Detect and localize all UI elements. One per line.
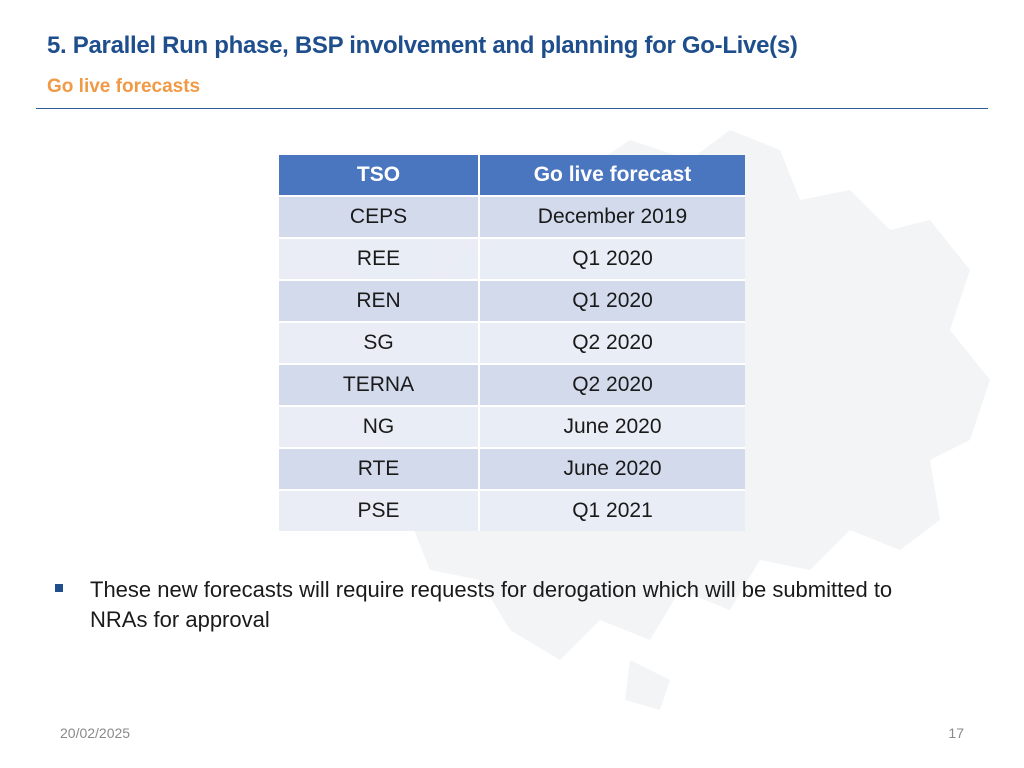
table-row: TERNA Q2 2020 [279, 363, 745, 406]
forecast-cell: Q1 2020 [479, 279, 745, 322]
page-number: 17 [948, 725, 964, 741]
forecast-cell: Q2 2020 [479, 363, 745, 406]
tso-cell: NG [279, 405, 480, 448]
bullet-text: These new forecasts will require request… [90, 577, 893, 632]
tso-cell: PSE [279, 489, 480, 531]
footer-date: 20/02/2025 [60, 725, 131, 741]
forecast-cell: June 2020 [479, 405, 745, 448]
forecast-cell: December 2019 [479, 195, 745, 238]
column-header-go-live-forecast: Go live forecast [479, 155, 745, 196]
tso-cell: REN [279, 279, 480, 322]
slide-title: 5. Parallel Run phase, BSP involvement a… [47, 32, 798, 59]
table-row: REE Q1 2020 [279, 237, 745, 280]
go-live-forecast-table: TSO Go live forecast CEPS December 2019 … [279, 155, 745, 531]
table-row: SG Q2 2020 [279, 321, 745, 364]
tso-cell: SG [279, 321, 480, 364]
title-divider [36, 108, 988, 109]
forecast-cell: June 2020 [479, 447, 745, 490]
table-header-row: TSO Go live forecast [279, 155, 745, 196]
forecast-cell: Q1 2021 [479, 489, 745, 531]
forecast-cell: Q1 2020 [479, 237, 745, 280]
square-bullet-icon [55, 584, 63, 592]
table-row: RTE June 2020 [279, 447, 745, 490]
table-row: REN Q1 2020 [279, 279, 745, 322]
table-row: CEPS December 2019 [279, 195, 745, 238]
table-row: NG June 2020 [279, 405, 745, 448]
column-header-tso: TSO [279, 155, 480, 196]
tso-cell: CEPS [279, 195, 480, 238]
forecast-cell: Q2 2020 [479, 321, 745, 364]
slide-subtitle: Go live forecasts [47, 76, 201, 97]
tso-cell: TERNA [279, 363, 480, 406]
tso-cell: REE [279, 237, 480, 280]
table-row: PSE Q1 2021 [279, 489, 745, 531]
tso-cell: RTE [279, 447, 480, 490]
